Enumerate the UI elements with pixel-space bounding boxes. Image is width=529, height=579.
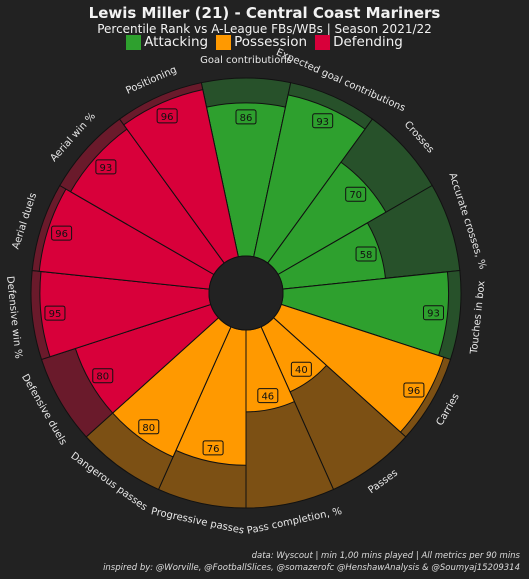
value-box-defensive-duels (92, 368, 114, 384)
chart-title: Lewis Miller (21) - Central Coast Marine… (88, 4, 441, 22)
value-label-passes: 40 (295, 365, 308, 376)
legend-swatch-attacking (126, 34, 142, 50)
value-box-progressive-passes (202, 440, 224, 456)
value-box-expected-goal-contributions (312, 113, 334, 129)
value-label-aerial-win: 93 (100, 163, 113, 174)
category-label-aerial-duels: Aerial duels (11, 192, 40, 251)
legend-swatch-defending (315, 34, 331, 50)
value-box-accurate-crosses (355, 246, 377, 262)
category-label-touches-in-box: Touches in box (469, 280, 488, 355)
legend: Attacking Possession Defending (0, 34, 529, 50)
value-label-progressive-passes: 76 (207, 444, 220, 455)
legend-item-possession: Possession (216, 34, 307, 50)
value-label-goal-contributions: 86 (240, 113, 253, 124)
value-box-positioning (156, 108, 178, 124)
value-label-touches-in-box: 93 (427, 309, 440, 320)
category-label-pass-completion: Pass completion, % (246, 506, 343, 537)
value-label-pass-completion: 46 (261, 392, 274, 403)
category-label-progressive-passes: Progressive passes (150, 506, 245, 537)
chart-subtitle: Percentile Rank vs A-League FBs/WBs | Se… (97, 22, 432, 36)
value-label-carries: 96 (408, 386, 421, 397)
value-box-dangerous-passes (138, 419, 160, 435)
value-box-carries (403, 382, 425, 398)
category-label-carries: Carries (435, 392, 462, 428)
value-box-aerial-duels (51, 225, 73, 241)
category-label-goal-contributions: Goal contributions (200, 55, 292, 66)
value-label-defensive-win: 95 (49, 309, 62, 320)
value-box-goal-contributions (235, 109, 257, 125)
value-label-defensive-duels: 80 (96, 372, 109, 383)
legend-label-defending: Defending (333, 34, 403, 50)
category-label-passes: Passes (366, 468, 400, 497)
value-box-defensive-win (44, 305, 66, 321)
legend-item-defending: Defending (315, 34, 403, 50)
category-label-defensive-win: Defensive win % (4, 276, 24, 360)
footer-data-source: data: Wyscout | min 1,00 mins played | A… (251, 551, 520, 561)
value-box-pass-completion (257, 388, 279, 404)
value-label-expected-goal-contributions: 93 (316, 117, 329, 128)
legend-label-possession: Possession (234, 34, 308, 50)
center-hole (208, 255, 284, 331)
value-box-crosses (345, 186, 367, 202)
value-label-aerial-duels: 96 (55, 229, 68, 240)
value-label-dangerous-passes: 80 (142, 423, 155, 434)
value-box-passes (290, 361, 312, 377)
value-box-aerial-win (95, 159, 117, 175)
value-box-touches-in-box (423, 305, 445, 321)
legend-label-attacking: Attacking (144, 34, 209, 50)
legend-swatch-possession (216, 34, 232, 50)
value-label-accurate-crosses: 58 (360, 250, 373, 261)
value-label-crosses: 70 (349, 190, 362, 201)
footer-credits: inspired by: @Worville, @FootballSlices,… (103, 563, 520, 573)
value-label-positioning: 96 (161, 112, 174, 123)
legend-item-attacking: Attacking (126, 34, 208, 50)
